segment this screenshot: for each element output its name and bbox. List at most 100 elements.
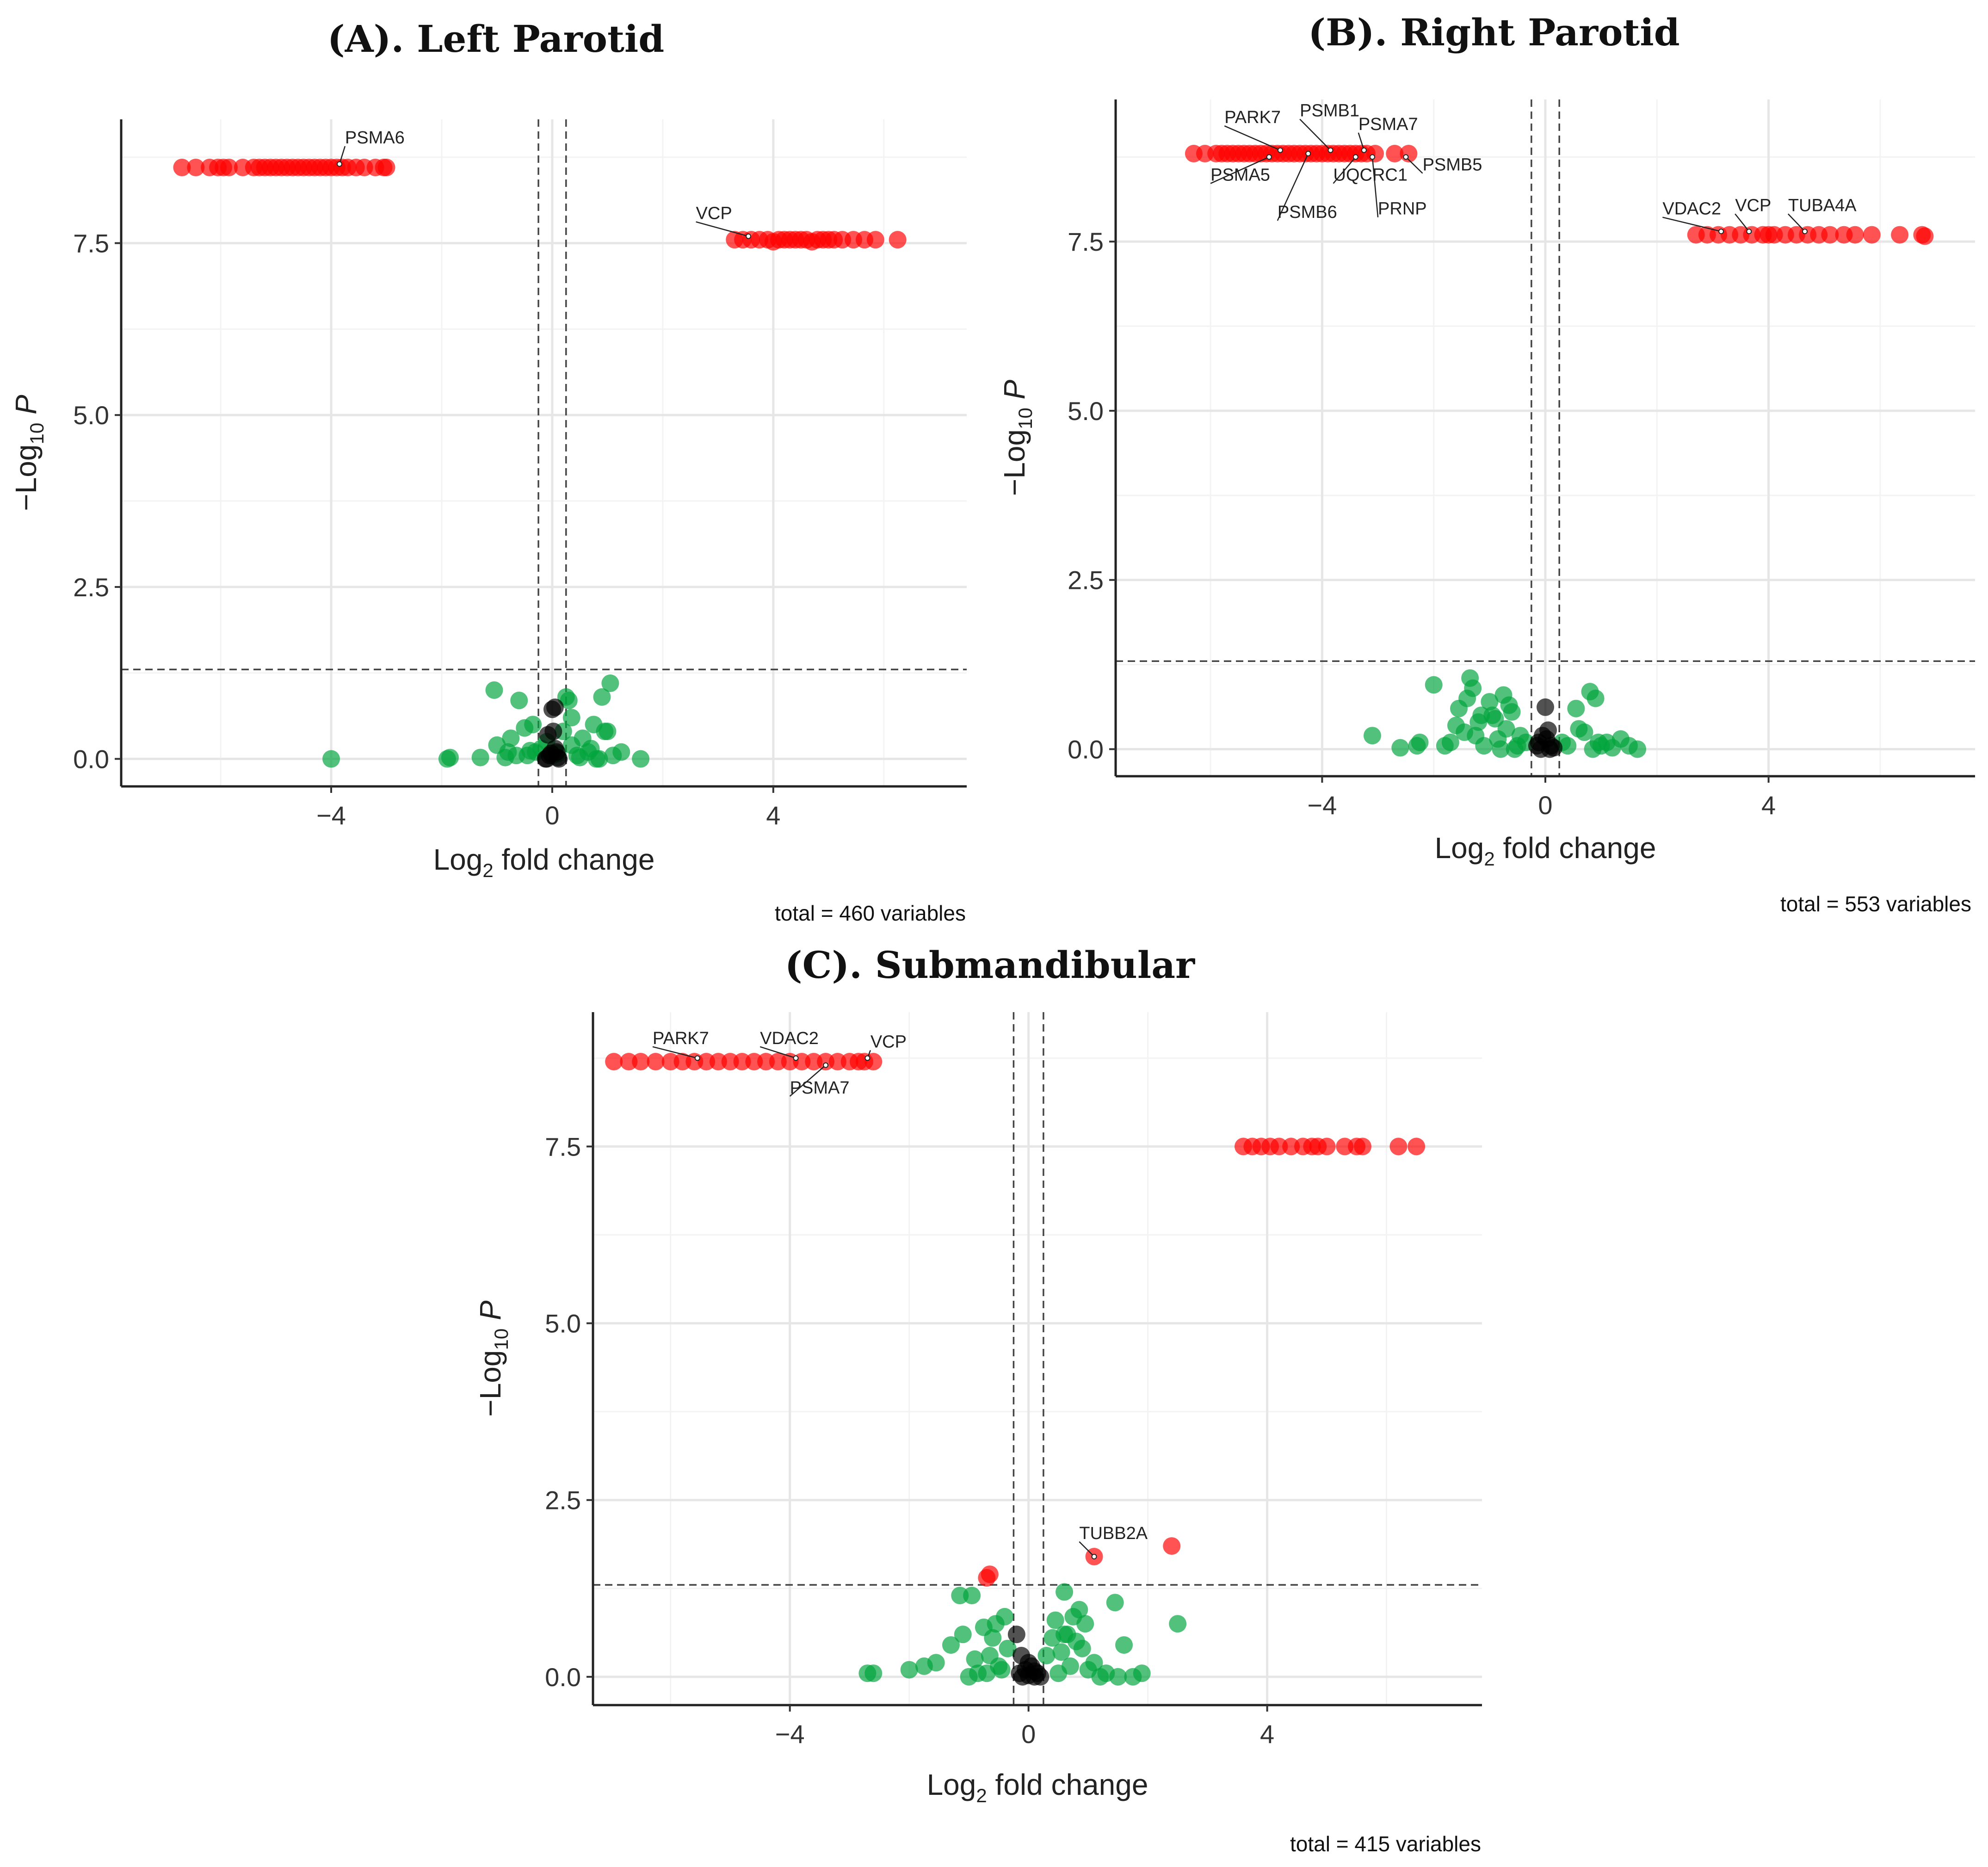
data-point-not_significant (485, 681, 503, 699)
data-point-not_significant (1076, 1615, 1094, 1633)
data-point-ns_fc (544, 723, 562, 741)
y-tick-label: 7.5 (545, 1132, 581, 1161)
data-point-not_significant (1061, 1657, 1079, 1675)
data-point-not_significant (864, 1664, 883, 1682)
panel-b-title: (B). Right Parotid (1308, 11, 1679, 54)
label-anchor (1361, 147, 1367, 153)
data-point-not_significant (1056, 1583, 1074, 1601)
x-tick-label: 0 (1021, 1719, 1036, 1749)
panel-c-plot: PARK7 VDAC2 PSMA7 VCP TUBB2A −4 0 4 0.0 2.5 5.0 7.5… (474, 1012, 1482, 1806)
y-tick-label: 0.0 (73, 745, 109, 774)
gene-label: PSMB6 (1278, 203, 1337, 222)
panel-b-caption: total = 553 variables (1780, 892, 1971, 916)
data-point-not_significant (499, 743, 517, 761)
data-point-not_significant (1046, 1611, 1064, 1629)
data-point-ns_fc (1537, 698, 1554, 716)
data-point-not_significant (984, 1629, 1002, 1647)
x-tick-label: −4 (1307, 791, 1337, 820)
data-point-not_significant (1037, 1647, 1056, 1664)
data-point-significant (1846, 226, 1864, 244)
x-tick-label: 0 (545, 801, 559, 830)
data-point-not_significant (927, 1654, 945, 1672)
x-axis-title: Log2 fold change (1435, 831, 1656, 870)
data-point-not_significant (1629, 740, 1647, 758)
data-point-not_significant (1492, 740, 1510, 758)
data-point-not_significant (1497, 720, 1515, 738)
data-point-not_significant (521, 742, 539, 760)
y-tick-label: 2.5 (73, 573, 109, 602)
data-point-not_significant (471, 748, 489, 767)
gene-label: PARK7 (1224, 108, 1281, 127)
panel-c-title: (C). Submandibular (785, 943, 1195, 987)
y-tick-label: 0.0 (1068, 735, 1104, 764)
label-connector (789, 1064, 826, 1097)
data-point-not_significant (1109, 1668, 1127, 1686)
data-point-not_significant (1363, 727, 1381, 745)
label-connector (1299, 118, 1331, 151)
data-point-not_significant (1589, 733, 1607, 751)
data-point-not_significant (1567, 699, 1585, 717)
data-point-not_significant (632, 750, 650, 768)
data-point-significant (632, 1053, 650, 1070)
data-point-ns_fc (1025, 1662, 1043, 1680)
data-point-significant (1408, 1138, 1426, 1156)
label-anchor (1277, 147, 1283, 153)
label-anchor (336, 161, 342, 167)
gene-label: VCP (696, 204, 732, 223)
gene-label: VDAC2 (760, 1029, 819, 1048)
label-connector (652, 1046, 698, 1059)
data-point-not_significant (1570, 720, 1588, 738)
data-point-not_significant (1500, 696, 1518, 714)
y-axis-title: −Log10 P (474, 1300, 512, 1417)
label-connector (1333, 156, 1356, 184)
gene-label: TUBB2A (1079, 1524, 1148, 1543)
y-tick-label: 7.5 (1068, 227, 1104, 256)
data-point-not_significant (1467, 727, 1485, 745)
data-point-not_significant (1091, 1668, 1109, 1686)
data-point-not_significant (599, 723, 617, 741)
label-anchor (1403, 154, 1409, 160)
data-point-not_significant (593, 688, 611, 706)
label-anchor (1091, 1554, 1097, 1559)
data-point-significant (981, 1565, 999, 1583)
label-connector (1079, 1541, 1095, 1557)
data-point-not_significant (1458, 689, 1476, 707)
data-point-significant (605, 1053, 623, 1070)
label-anchor (1305, 151, 1311, 157)
data-point-significant (1389, 1138, 1408, 1156)
x-tick-label: 0 (1538, 791, 1552, 820)
data-point-significant (377, 159, 395, 177)
data-point-significant (173, 159, 191, 177)
data-point-not_significant (1115, 1636, 1133, 1654)
data-point-not_significant (1070, 1601, 1088, 1619)
data-point-significant (1354, 1138, 1372, 1156)
data-point-not_significant (1425, 676, 1443, 694)
data-point-not_significant (1486, 710, 1504, 728)
data-point-ns_fc (546, 699, 564, 717)
gene-label: PSMB5 (1423, 155, 1482, 175)
data-point-not_significant (510, 692, 528, 710)
label-connector (696, 221, 749, 237)
data-point-not_significant (966, 1650, 984, 1668)
label-connector (759, 1046, 796, 1059)
data-point-not_significant (900, 1661, 918, 1679)
y-tick-label: 7.5 (73, 229, 109, 258)
data-point-not_significant (1056, 1626, 1074, 1644)
gene-label: PRNP (1378, 199, 1427, 219)
x-tick-label: 4 (1260, 1719, 1274, 1749)
gene-label: UQCRC1 (1334, 166, 1408, 185)
data-point-ns_fc (1541, 740, 1559, 758)
data-point-not_significant (1587, 689, 1605, 707)
data-point-significant (647, 1053, 665, 1070)
panel-a-title: (A). Left Parotid (327, 17, 664, 61)
y-tick-label: 5.0 (1068, 396, 1104, 426)
panel-c-caption: total = 415 variables (1290, 1832, 1481, 1856)
label-connector (1358, 132, 1365, 151)
data-point-not_significant (999, 1639, 1017, 1657)
data-point-not_significant (990, 1657, 1008, 1675)
label-anchor (746, 233, 752, 239)
data-point-not_significant (954, 1626, 972, 1644)
label-anchor (694, 1055, 700, 1061)
data-point-not_significant (1481, 693, 1499, 711)
